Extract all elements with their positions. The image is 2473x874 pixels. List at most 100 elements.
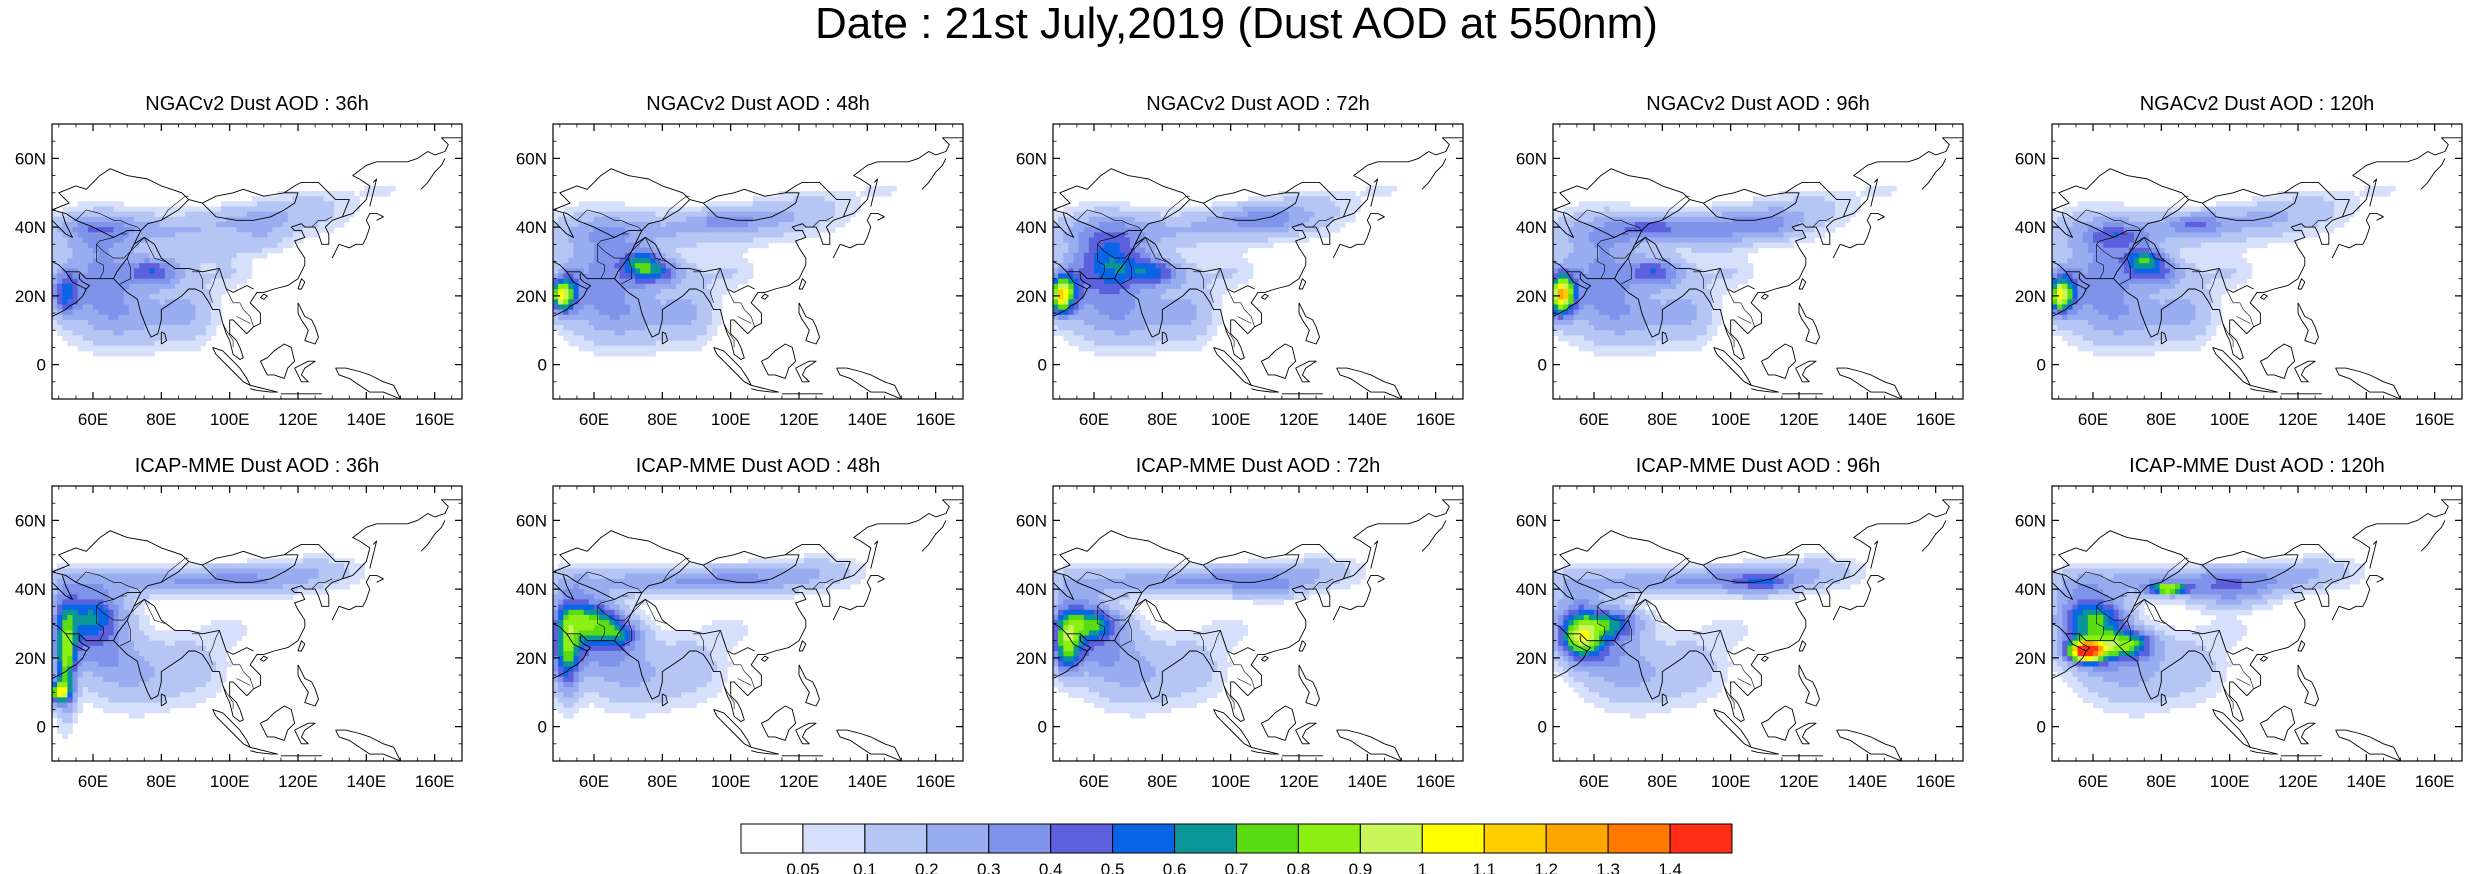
aod-field (2052, 499, 2462, 761)
dust-map-panel: 60E 80E 100E 120E 140E 160E 0 20N 40N 60N (2015, 485, 2463, 791)
country-borders (75, 195, 333, 348)
x-tick-label: 140E (1347, 410, 1387, 429)
colorbar-swatch (1174, 823, 1237, 854)
x-tick-label: 120E (278, 410, 318, 429)
aod-field (1053, 137, 1463, 399)
panel-title: NGACv2 Dust AOD : 120h (2139, 93, 2375, 115)
colorbar-label: 0.6 (1163, 860, 1187, 874)
x-tick-label: 140E (1847, 772, 1887, 791)
colorbar-swatch (1359, 823, 1423, 854)
x-tick-label: 100E (1211, 772, 1251, 791)
x-tick-label: 80E (1147, 410, 1177, 429)
dust-map-panel: 60E 80E 100E 120E 140E 160E 0 20N 40N 60N (1016, 123, 1464, 429)
x-tick-label: 100E (210, 772, 250, 791)
x-tick-label: 100E (210, 410, 250, 429)
dust-map-panel: 60E 80E 100E 120E 140E 160E 0 20N 40N 60N (1516, 485, 1964, 791)
x-tick-label: 160E (415, 772, 455, 791)
x-tick-label: 60E (78, 772, 108, 791)
y-tick-label: 20N (1016, 649, 1047, 668)
x-tick-label: 120E (2278, 410, 2318, 429)
x-tick-label: 80E (146, 410, 176, 429)
country-borders (2075, 195, 2333, 348)
country-borders (75, 557, 333, 710)
aod-field (2052, 137, 2462, 399)
y-tick-label: 20N (516, 649, 547, 668)
dust-map-panel: 60E 80E 100E 120E 140E 160E 0 20N 40N 60N (2015, 123, 2463, 429)
x-tick-label: 120E (1779, 410, 1819, 429)
x-tick-label: 140E (2346, 772, 2386, 791)
y-tick-label: 40N (15, 218, 46, 237)
x-tick-label: 60E (2078, 772, 2108, 791)
y-tick-label: 60N (1016, 511, 1047, 530)
colorbar-label: 0.3 (977, 860, 1001, 874)
x-tick-label: 100E (2210, 772, 2250, 791)
y-tick-label: 20N (15, 649, 46, 668)
colorbar-swatch (1483, 823, 1547, 854)
y-tick-label: 0 (37, 356, 46, 375)
colorbar-label: 0.1 (853, 860, 877, 874)
colorbar-swatch (864, 823, 928, 854)
dust-map-panel: 60E 80E 100E 120E 140E 160E 0 20N 40N 60N (1516, 123, 1964, 429)
x-tick-label: 160E (916, 410, 956, 429)
dust-map-panel: 60E 80E 100E 120E 140E 160E 0 20N 40N 60N (1016, 485, 1464, 791)
y-tick-label: 40N (1016, 580, 1047, 599)
x-tick-label: 80E (1647, 772, 1677, 791)
x-tick-label: 100E (2210, 410, 2250, 429)
country-borders (576, 557, 834, 710)
y-tick-label: 40N (1516, 218, 1547, 237)
x-tick-label: 140E (346, 772, 386, 791)
x-tick-label: 140E (1847, 410, 1887, 429)
country-borders (2075, 557, 2333, 710)
x-tick-label: 80E (647, 410, 677, 429)
x-tick-label: 60E (2078, 410, 2108, 429)
colorbar-label: 0.05 (786, 860, 819, 874)
y-tick-label: 40N (516, 580, 547, 599)
colorbar-swatch (740, 823, 804, 854)
colorbar-swatch (1607, 823, 1671, 854)
x-tick-label: 60E (579, 772, 609, 791)
country-borders (1576, 195, 1834, 348)
x-tick-label: 160E (1416, 772, 1456, 791)
x-tick-label: 60E (579, 410, 609, 429)
panel-title: NGACv2 Dust AOD : 48h (646, 93, 870, 115)
panel-title: ICAP-MME Dust AOD : 48h (635, 455, 881, 477)
x-tick-label: 160E (1916, 410, 1956, 429)
x-tick-label: 80E (146, 772, 176, 791)
colorbar-swatch (1236, 823, 1299, 854)
colorbar-swatch (1545, 823, 1609, 854)
x-tick-label: 120E (1279, 410, 1319, 429)
panel-title: ICAP-MME Dust AOD : 120h (2129, 455, 2385, 477)
x-tick-label: 140E (2346, 410, 2386, 429)
aod-field (52, 499, 462, 761)
x-tick-label: 120E (1279, 772, 1319, 791)
x-tick-label: 120E (278, 772, 318, 791)
panel-title: NGACv2 Dust AOD : 96h (1646, 93, 1870, 115)
y-tick-label: 40N (1016, 218, 1047, 237)
aod-field (553, 499, 963, 761)
x-tick-label: 120E (1779, 772, 1819, 791)
x-tick-label: 80E (647, 772, 677, 791)
x-tick-label: 60E (78, 410, 108, 429)
coastlines (1553, 499, 1963, 761)
y-tick-label: 0 (538, 718, 547, 737)
y-tick-label: 60N (2015, 149, 2046, 168)
y-tick-label: 40N (15, 580, 46, 599)
panel-title: ICAP-MME Dust AOD : 36h (134, 455, 380, 477)
y-tick-label: 0 (2037, 356, 2046, 375)
x-tick-label: 160E (916, 772, 956, 791)
colorbar-swatch (802, 823, 866, 854)
colorbar-label: 1.2 (1534, 860, 1558, 874)
dust-map-panel: 60E 80E 100E 120E 140E 160E 0 20N 40N 60N (15, 123, 463, 429)
aod-field (1553, 499, 1963, 761)
coastlines (553, 137, 963, 399)
x-tick-label: 140E (1347, 772, 1387, 791)
x-tick-label: 100E (711, 410, 751, 429)
colorbar-label: 0.4 (1039, 860, 1063, 874)
y-tick-label: 0 (1538, 356, 1547, 375)
x-tick-label: 140E (847, 410, 887, 429)
panel-title: NGACv2 Dust AOD : 36h (145, 93, 369, 115)
y-tick-label: 20N (1016, 287, 1047, 306)
x-tick-label: 100E (1211, 410, 1251, 429)
x-tick-label: 120E (779, 410, 819, 429)
colorbar-label: 0.2 (915, 860, 939, 874)
